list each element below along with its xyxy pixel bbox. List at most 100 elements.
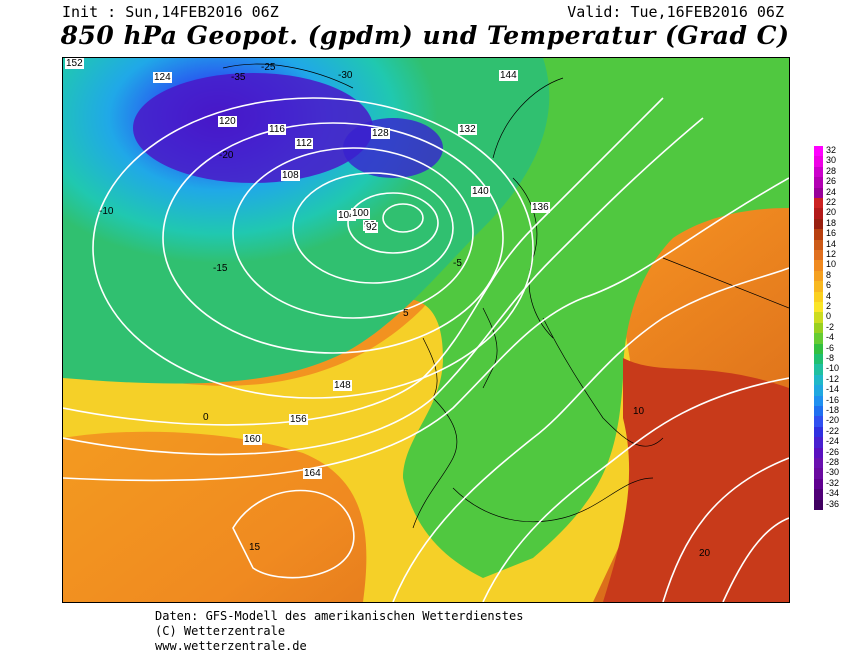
legend-swatch — [814, 426, 823, 438]
legend-label: 4 — [826, 290, 832, 301]
legend-label: -6 — [826, 342, 835, 353]
geopot-label: 160 — [243, 434, 262, 445]
legend-swatch — [814, 468, 823, 480]
legend-label: -4 — [826, 332, 835, 343]
legend-swatch — [814, 499, 823, 511]
temp-label: -10 — [99, 206, 114, 217]
legend-label: -36 — [826, 498, 840, 509]
init-time: Init : Sun,14FEB2016 06Z — [62, 3, 279, 21]
legend-swatch — [814, 458, 823, 469]
legend-swatch — [814, 447, 823, 459]
legend-swatch — [814, 166, 823, 178]
geopotential-contours — [63, 97, 789, 602]
chart-title: 850 hPa Geopot. (gpdm) und Temperatur (G… — [60, 21, 790, 50]
temp-label: -20 — [219, 150, 234, 161]
legend-swatch — [814, 322, 823, 334]
hot-region — [603, 358, 789, 602]
legend-label: 16 — [826, 228, 837, 239]
legend-swatch — [814, 437, 823, 449]
legend-swatch — [814, 239, 823, 251]
legend-swatch — [814, 156, 823, 168]
geopot-label: 164 — [303, 468, 322, 479]
temp-label: -5 — [453, 258, 462, 269]
legend-label: 12 — [826, 249, 837, 259]
footer-website: www.wetterzentrale.de — [155, 639, 307, 653]
legend-swatch — [814, 374, 823, 386]
legend-label: -16 — [826, 394, 840, 405]
legend-swatch — [814, 385, 823, 397]
cold-pool-2 — [343, 118, 443, 178]
footer-copyright: (C) Wetterzentrale — [155, 624, 286, 638]
geopot-label: 104 — [337, 210, 356, 221]
legend-label: -22 — [826, 425, 840, 436]
legend-label: -28 — [826, 457, 840, 467]
legend-label: -8 — [826, 353, 835, 363]
legend-swatch — [814, 208, 823, 220]
temp-label: 0 — [203, 412, 209, 423]
legend-swatch — [814, 302, 823, 313]
legend-swatch — [814, 354, 823, 365]
legend-label: 24 — [826, 186, 837, 197]
legend-label: 0 — [826, 311, 832, 322]
legend-label: 22 — [826, 197, 837, 207]
legend-swatch — [814, 187, 823, 199]
footer-source: Daten: GFS-Modell des amerikanischen Wet… — [155, 609, 524, 623]
temp-label: -35 — [231, 72, 246, 83]
legend-label: 8 — [826, 269, 832, 280]
legend-swatch — [814, 489, 823, 501]
legend-swatch — [814, 395, 823, 407]
legend-label: -18 — [826, 405, 840, 415]
legend-swatch — [814, 250, 823, 261]
legend-label: -20 — [826, 415, 840, 426]
legend-swatch — [814, 281, 823, 293]
temp-label: 10 — [633, 406, 645, 417]
geopot-label: 108 — [281, 170, 300, 181]
temp-label: 15 — [249, 542, 261, 553]
geopot-label: 144 — [499, 70, 518, 81]
geopot-label: 148 — [333, 380, 352, 391]
data-source-footer: Daten: GFS-Modell des amerikanischen Wet… — [155, 609, 523, 654]
temp-label: -25 — [261, 62, 276, 73]
temperature-legend: 32 30 28 26 24 22 20 18 16 14 12 10 8 6 4 2 0 -2 -4 -6 -8 -10… — [812, 146, 848, 512]
map-canvas — [63, 58, 789, 602]
legend-swatch — [814, 270, 823, 282]
legend-swatch — [814, 198, 823, 209]
legend-swatch — [814, 333, 823, 345]
legend-label: 26 — [826, 176, 837, 187]
legend-label: 30 — [826, 155, 837, 166]
valid-time: Valid: Tue,16FEB2016 06Z — [567, 3, 784, 21]
legend-label: -2 — [826, 321, 835, 332]
legend-swatch — [814, 343, 823, 355]
geopot-label: 120 — [218, 116, 237, 127]
legend-swatch — [814, 406, 823, 417]
geopot-label: 124 — [153, 72, 172, 83]
geopot-label: 100 — [351, 208, 370, 219]
geopot-label: 156 — [289, 414, 308, 425]
legend-label: -10 — [826, 363, 840, 374]
legend-label: -26 — [826, 446, 840, 457]
legend-label: -24 — [826, 436, 840, 447]
geopot-label: 116 — [268, 124, 286, 135]
legend-swatch — [814, 260, 823, 272]
legend-label: 14 — [826, 238, 837, 249]
legend-swatch — [814, 416, 823, 428]
legend-label: 20 — [826, 207, 837, 218]
geopot-label: 128 — [371, 128, 390, 139]
geopot-label: 92 — [365, 222, 379, 233]
legend-swatch — [814, 177, 823, 189]
legend-label: 10 — [826, 259, 837, 270]
weather-map: 152 124 120 116 112 108 104 100 96 92 12… — [62, 57, 790, 603]
legend-label: 28 — [826, 165, 837, 176]
legend-label: 2 — [826, 301, 832, 311]
arctic-cold-pool — [133, 73, 373, 183]
legend-label: -12 — [826, 373, 840, 384]
legend-label: -30 — [826, 467, 840, 478]
legend-swatch — [814, 364, 823, 376]
legend-label: 6 — [826, 280, 832, 291]
coastlines — [222, 63, 789, 529]
temp-label: 20 — [699, 548, 711, 559]
geopot-label: 132 — [458, 124, 477, 135]
legend-label: -32 — [826, 477, 840, 488]
legend-label: -14 — [826, 384, 840, 395]
geopot-label: 140 — [471, 186, 490, 197]
